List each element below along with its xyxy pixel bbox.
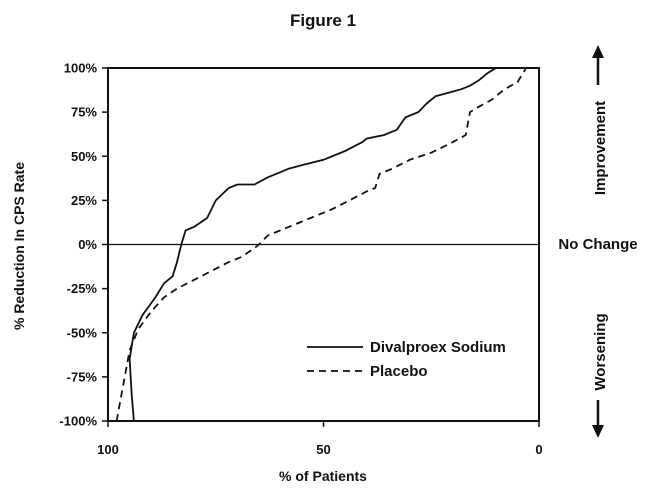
x-tick-label: 50: [316, 442, 330, 457]
y-axis-ticks: 100% 75% 50% 25% 0% -25% -50% -75% -100%: [59, 61, 108, 429]
series-line-placebo: [115, 67, 527, 422]
chart-title: Figure 1: [290, 11, 356, 30]
y-tick-label: -75%: [67, 369, 98, 384]
x-tick-label: 0: [535, 442, 542, 457]
legend-label-divalproex-sodium: Divalproex Sodium: [370, 339, 506, 356]
y-tick-label: 75%: [71, 105, 97, 120]
y-tick-label: -50%: [67, 325, 98, 340]
arrow-down-icon: [592, 425, 604, 438]
y-tick-label: 100%: [64, 61, 98, 76]
x-axis-label: % of Patients: [279, 468, 367, 484]
x-axis-ticks: 100 50 0: [97, 421, 543, 457]
y-tick-label: -100%: [59, 414, 97, 429]
legend-label-placebo: Placebo: [370, 363, 428, 380]
no-change-label: No Change: [558, 236, 637, 253]
y-tick-label: 50%: [71, 149, 97, 164]
y-tick-label: 0%: [78, 237, 97, 252]
x-tick-label: 100: [97, 442, 119, 457]
series-line-divalproex-sodium: [128, 67, 497, 422]
y-axis-label: % Reduction In CPS Rate: [11, 162, 27, 330]
arrow-up-icon: [592, 45, 604, 58]
improvement-indicator: Improvement: [592, 45, 609, 195]
legend: Divalproex Sodium Placebo: [307, 339, 506, 380]
worsening-indicator: Worsening: [592, 313, 609, 438]
improvement-label: Improvement: [592, 101, 609, 195]
y-tick-label: -25%: [67, 281, 98, 296]
y-tick-label: 25%: [71, 193, 97, 208]
worsening-label: Worsening: [592, 313, 609, 390]
